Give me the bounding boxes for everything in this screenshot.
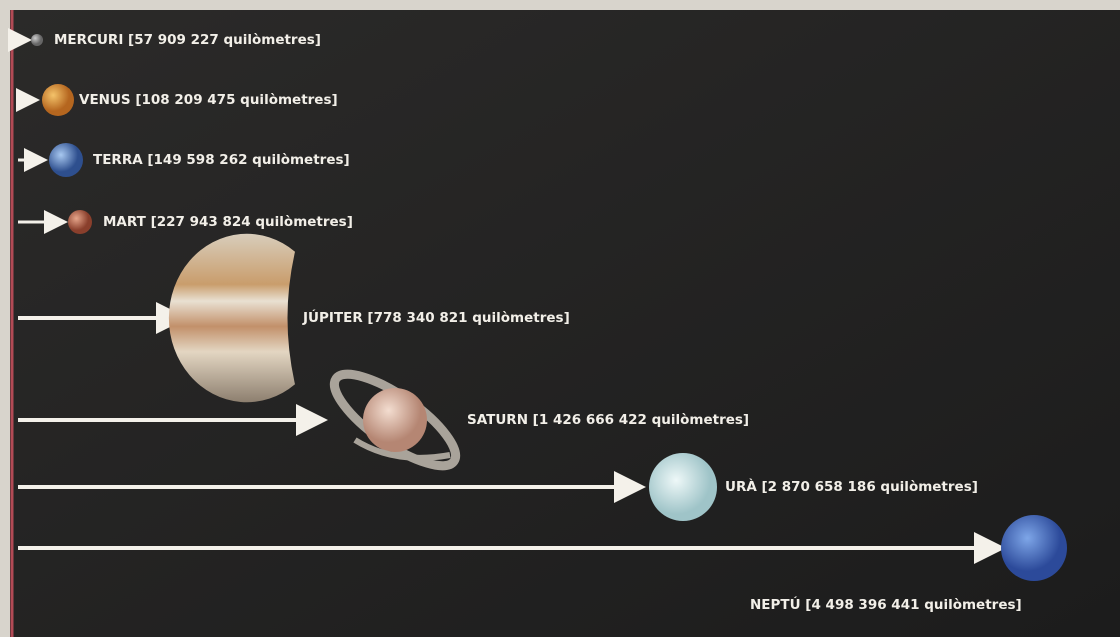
planet (68, 210, 92, 234)
planet (49, 143, 83, 177)
infographic: MERCURI [57 909 227 quilòmetres] VENUS [1… (0, 0, 1120, 637)
planet (1001, 515, 1067, 581)
planet-label: SATURN [1 426 666 422 quilòmetres] (467, 412, 749, 428)
planet-label: VENUS [108 209 475 quilòmetres] (79, 92, 338, 108)
planet (649, 453, 717, 521)
planet-label: TERRA [149 598 262 quilòmetres] (93, 152, 350, 168)
planet-label: NEPTÚ [4 498 396 441 quilòmetres] (750, 595, 1022, 613)
planet-label: URÀ [2 870 658 186 quilòmetres] (725, 478, 978, 495)
planet (31, 34, 43, 46)
planet-label: MART [227 943 824 quilòmetres] (103, 214, 353, 230)
planet (363, 388, 427, 452)
planet-label: JÚPITER [778 340 821 quilòmetres] (302, 308, 570, 326)
planet-label: MERCURI [57 909 227 quilòmetres] (54, 32, 321, 48)
planet (42, 84, 74, 116)
